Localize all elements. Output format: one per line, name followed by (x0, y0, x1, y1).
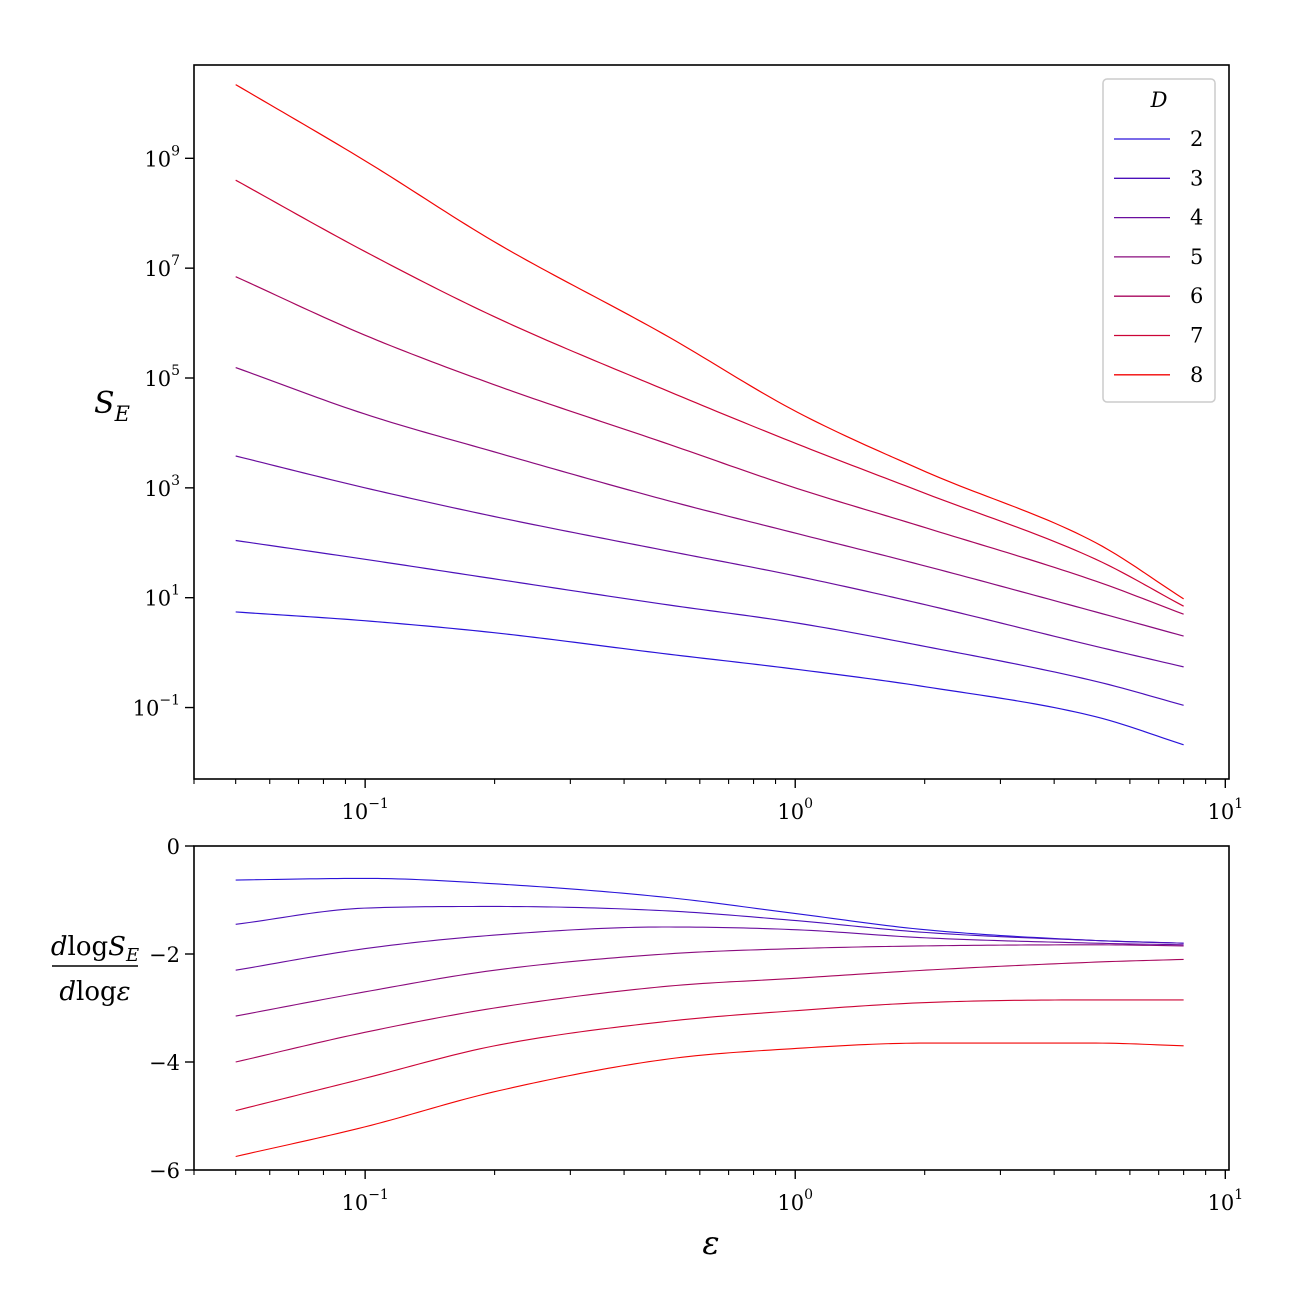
series-line-D4 (235, 926, 1184, 971)
legend-label-D5: 5 (1190, 245, 1203, 269)
series-line-D3 (235, 905, 1184, 944)
y-tick-label: 107 (144, 253, 180, 281)
bottom-plot-frame (193, 845, 1230, 1171)
x-tick-label: 100 (777, 796, 813, 824)
y-tick-label: 10−1 (133, 693, 180, 721)
y-tick-label: −4 (149, 1051, 180, 1075)
y-tick-label: 109 (144, 143, 180, 171)
legend-label-D4: 4 (1190, 206, 1203, 230)
legend-items: 2 3 4 5 6 7 8 (1114, 127, 1203, 387)
series-line-D5 (235, 944, 1184, 1017)
bottom-y-axis-label: dlogSE dlogε (51, 932, 139, 1007)
legend-label-D8: 8 (1190, 363, 1203, 387)
series-line-D7 (235, 179, 1184, 607)
series-line-D4 (235, 455, 1184, 668)
top-y-ticks: 10−1 101 103 105 107 109 (133, 143, 194, 721)
top-plot-frame (193, 64, 1230, 780)
bottom-series-group (235, 877, 1184, 1158)
legend: D 2 3 4 5 6 7 8 (1102, 78, 1216, 403)
top-y-axis-label: SE (94, 386, 130, 426)
series-line-D8 (235, 1042, 1184, 1158)
y-tick-label: −6 (149, 1159, 180, 1183)
legend-label-D2: 2 (1190, 127, 1203, 151)
y-tick-label: 103 (144, 473, 180, 501)
series-line-D8 (235, 84, 1184, 600)
bottom-x-ticks: 10−1 100 101 (193, 1170, 1243, 1215)
x-tick-label: 10−1 (341, 796, 388, 824)
legend-box (1102, 78, 1216, 403)
x-tick-label: 10−1 (341, 1187, 388, 1215)
bottom-x-axis-label: ε (702, 1224, 719, 1262)
x-tick-label: 101 (1207, 1187, 1243, 1215)
series-line-D6 (235, 958, 1184, 1063)
x-tick-label: 101 (1207, 796, 1243, 824)
legend-title: D (1150, 88, 1168, 112)
series-line-D6 (235, 276, 1184, 615)
series-line-D7 (235, 999, 1184, 1112)
top-panel: 10−1 100 101 10−1 101 103 105 107 109 SE D 2 3 4 5… (94, 64, 1243, 824)
legend-label-D3: 3 (1190, 166, 1203, 190)
y-tick-label: 0 (167, 835, 180, 859)
series-line-D2 (235, 611, 1184, 746)
y-tick-label: 105 (144, 363, 180, 391)
bottom-y-ticks: 0 −2 −4 −6 (149, 835, 194, 1183)
svg-text:dlogε: dlogε (59, 977, 130, 1007)
bottom-panel: 10−1 100 101 0 −2 −4 −6 dlogSE dlogε ε (51, 835, 1243, 1262)
series-line-D2 (235, 877, 1184, 944)
svg-text:dlogSE: dlogSE (51, 932, 139, 966)
top-series-group (235, 84, 1184, 746)
top-x-ticks: 10−1 100 101 (193, 779, 1243, 824)
series-line-D5 (235, 366, 1184, 637)
y-tick-label: −2 (149, 943, 180, 967)
legend-label-D6: 6 (1190, 284, 1203, 308)
legend-label-D7: 7 (1190, 324, 1203, 348)
y-tick-label: 101 (144, 583, 180, 611)
series-line-D3 (235, 539, 1184, 706)
x-tick-label: 100 (777, 1187, 813, 1215)
